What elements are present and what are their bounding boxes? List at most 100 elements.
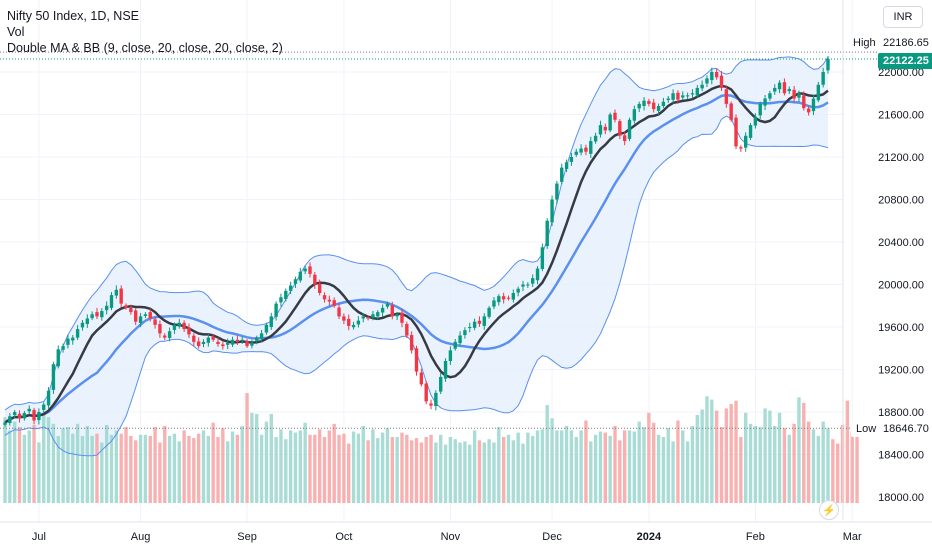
candle xyxy=(753,113,758,129)
candle xyxy=(468,322,472,333)
candle-body xyxy=(148,312,152,319)
volume-bar xyxy=(138,434,143,503)
volume-bar xyxy=(12,421,17,503)
candle-body xyxy=(773,87,777,92)
candle-body xyxy=(598,125,603,135)
candle xyxy=(492,297,496,310)
candle-body xyxy=(792,89,796,99)
candle-body xyxy=(642,100,646,106)
volume-bar xyxy=(497,427,501,503)
volume-bar xyxy=(560,430,564,503)
candle-body xyxy=(429,403,433,406)
volume-bar xyxy=(506,434,511,503)
candle xyxy=(453,339,457,351)
candle xyxy=(22,410,27,421)
high-low-reference-lines xyxy=(0,51,878,429)
candle-body xyxy=(158,324,162,334)
price-tick-label: 19600.00 xyxy=(878,322,924,334)
candle xyxy=(225,338,230,350)
volume-bar xyxy=(192,438,196,503)
candle xyxy=(211,333,215,342)
candle xyxy=(138,312,143,328)
candle-body xyxy=(584,147,588,152)
candle-body xyxy=(705,78,709,84)
candle-body xyxy=(187,327,191,335)
candle-body xyxy=(540,247,545,269)
candle-body xyxy=(676,92,680,100)
candle-body xyxy=(385,303,390,307)
volume-bar xyxy=(337,434,341,503)
candle xyxy=(516,286,520,297)
volume-bar xyxy=(593,434,598,503)
volume-bar xyxy=(501,437,506,503)
volume-bar xyxy=(405,434,409,503)
volume-bar xyxy=(831,439,835,503)
candle-body xyxy=(153,319,157,325)
volume-bar xyxy=(201,430,206,503)
candle-body xyxy=(201,341,206,344)
candle-body xyxy=(608,114,612,131)
candle-body xyxy=(46,390,51,406)
candle xyxy=(768,90,772,102)
candle xyxy=(744,132,748,152)
candle xyxy=(385,301,390,309)
candle-body xyxy=(700,84,704,89)
volume-bar xyxy=(129,435,133,503)
lightning-icon[interactable]: ⚡ xyxy=(819,500,839,520)
volume-bar xyxy=(589,441,593,503)
candle xyxy=(400,308,404,328)
volume-bar xyxy=(347,443,351,503)
candle-body xyxy=(574,151,578,155)
candle xyxy=(255,335,259,345)
candle xyxy=(642,97,646,111)
volume-bar xyxy=(356,433,361,503)
candle xyxy=(618,119,622,140)
candle-body xyxy=(501,296,506,300)
candle-body xyxy=(167,331,172,339)
candle-body xyxy=(777,82,782,90)
volume-bar xyxy=(264,421,269,503)
candle xyxy=(802,91,806,111)
currency-button[interactable]: INR xyxy=(883,6,923,28)
candle-body xyxy=(288,285,293,291)
ma-slow-line xyxy=(4,93,829,424)
candle xyxy=(134,308,138,326)
price-tick-label: 18800.00 xyxy=(878,407,924,419)
volume-bar xyxy=(332,423,336,503)
candle-body xyxy=(279,297,283,303)
candle-body xyxy=(51,364,56,390)
candle xyxy=(75,325,80,341)
symbol-title[interactable]: Nifty 50 Index, 1D, NSE xyxy=(7,9,140,23)
volume-bar xyxy=(647,412,651,503)
volume-bar xyxy=(395,437,399,503)
volume-bar xyxy=(322,437,327,503)
candle-body xyxy=(545,220,549,247)
candle-body xyxy=(332,300,336,306)
candle-body xyxy=(661,101,666,106)
volume-bar xyxy=(366,440,370,503)
double-ma-bb-indicator-label[interactable]: Double MA & BB (9, close, 20, close, 20,… xyxy=(7,41,283,55)
candle xyxy=(695,85,699,98)
volume-bar xyxy=(3,417,7,503)
candle xyxy=(347,314,351,331)
candle xyxy=(429,399,433,410)
candle xyxy=(409,331,414,354)
time-tick-label: Dec xyxy=(542,531,562,543)
time-axis[interactable]: Jul Aug Sep Oct Nov Dec 2024 Feb Mar xyxy=(0,521,932,543)
candle-body xyxy=(593,135,598,142)
volume-bar xyxy=(61,428,65,503)
candle-body xyxy=(434,392,438,407)
candle xyxy=(46,387,51,409)
candle-body xyxy=(293,279,298,284)
candle xyxy=(811,94,816,116)
price-axis[interactable]: 18000.00 18400.00 18800.00 19200.00 19600.00… xyxy=(842,0,924,520)
volume-bar xyxy=(453,439,457,503)
candle-body xyxy=(56,349,60,367)
volume-bar xyxy=(744,412,748,503)
candle-body xyxy=(627,119,632,139)
candle xyxy=(356,316,361,328)
candle xyxy=(332,297,336,308)
candle xyxy=(71,334,75,345)
volume-indicator-label[interactable]: Vol xyxy=(7,25,25,39)
